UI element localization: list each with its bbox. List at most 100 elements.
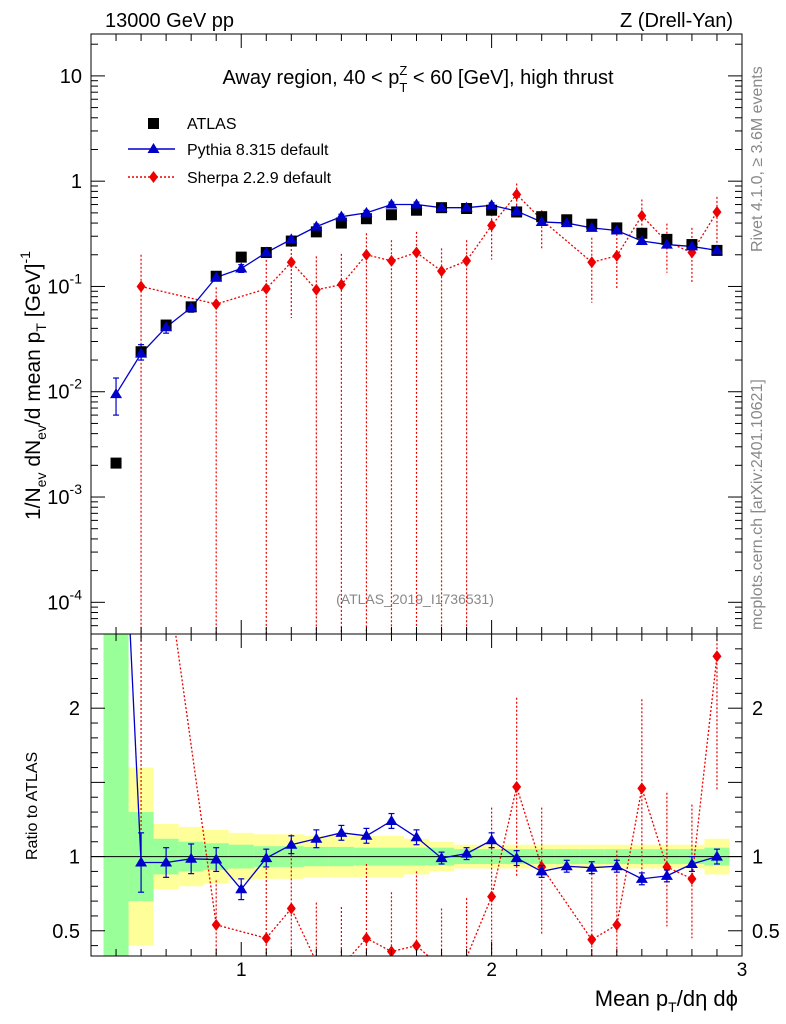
atlas-point	[636, 227, 648, 239]
pythia-ratio-point	[535, 865, 548, 876]
pythia-point	[110, 388, 123, 399]
sherpa-point	[211, 298, 221, 311]
pythia-point	[385, 198, 398, 209]
pythia-ratio-point	[335, 826, 348, 837]
x-tick-label: 1	[236, 960, 247, 981]
analysis-watermark: (ATLAS_2019_I1736531)	[336, 591, 494, 607]
pythia-point	[610, 224, 623, 235]
main-y-axis-label: 1/Nev dNev/d mean pT [GeV]-1	[17, 251, 49, 520]
sherpa-ratio-line	[174, 634, 718, 956]
pythia-point	[335, 210, 348, 221]
sherpa-ratio-point	[687, 872, 697, 885]
pythia-point	[210, 271, 223, 282]
pythia-ratio-point	[635, 872, 648, 883]
atlas-point	[360, 213, 372, 225]
sherpa-point	[361, 248, 371, 261]
x-tick-label: 3	[737, 960, 748, 981]
x-tick-label: 2	[486, 960, 497, 981]
pythia-ratio-point	[685, 858, 698, 868]
pythia-point	[410, 198, 423, 209]
atlas-point	[310, 226, 322, 238]
sherpa-ratio-point	[286, 902, 296, 915]
sherpa-point	[311, 283, 321, 296]
pythia-ratio-point	[360, 829, 373, 840]
y-tick-label: 1	[71, 171, 82, 193]
ratio-band-green	[103, 634, 129, 956]
y-tick-label: 10-4	[47, 586, 82, 614]
ratio-y-tick-label-right: 1	[752, 847, 763, 869]
pythia-ratio-point	[510, 852, 523, 863]
ratio-y-tick-label: 0.5	[52, 921, 80, 943]
sherpa-point	[637, 209, 647, 222]
y-tick-label: 10-2	[47, 376, 82, 404]
x-axis-label: Mean pT/dη dϕ	[595, 986, 738, 1015]
pythia-ratio-point	[310, 832, 323, 843]
pythia-ratio-point	[435, 852, 448, 863]
legend-atlas-marker	[148, 118, 159, 129]
atlas-point	[486, 204, 498, 216]
pythia-point	[310, 220, 323, 231]
atlas-point	[335, 217, 347, 229]
sherpa-ratio-point	[487, 890, 497, 903]
pythia-ratio-point	[285, 838, 298, 849]
pythia-ratio-point	[260, 852, 273, 863]
pythia-ratio-point	[160, 856, 173, 867]
sherpa-point	[336, 278, 346, 291]
pythia-ratio-point	[185, 852, 198, 863]
sherpa-ratio-point	[211, 918, 221, 931]
sherpa-point	[412, 246, 421, 259]
atlas-point	[110, 457, 122, 469]
ratio-y-tick-label-right: 2	[752, 698, 763, 720]
legend-pythia-label: Pythia 8.315 default	[187, 142, 329, 159]
sherpa-point	[437, 265, 447, 278]
ratio-y-tick-label: 1	[69, 847, 80, 869]
ratio-y-axis-label: Ratio to ATLAS	[24, 752, 41, 860]
sherpa-ratio-point	[361, 932, 371, 945]
pythia-ratio-point	[135, 856, 148, 867]
sherpa-ratio-point	[612, 918, 622, 931]
pythia-point	[560, 217, 573, 228]
pythia-point	[185, 301, 198, 312]
pythia-ratio-point	[410, 831, 423, 842]
pythia-point	[485, 199, 498, 210]
pythia-ratio-point	[460, 847, 473, 858]
pythia-ratio-point	[385, 814, 398, 825]
pythia-point	[360, 206, 373, 217]
sherpa-ratio-point	[512, 780, 522, 793]
atlas-point	[385, 209, 397, 221]
sherpa-point	[587, 256, 597, 269]
y-tick-label: 10-1	[47, 270, 82, 298]
atlas-point	[411, 204, 422, 216]
legend-pythia-marker	[147, 143, 160, 153]
legend-sherpa-label: Sherpa 2.2.9 default	[187, 170, 332, 187]
header-right-label: Z (Drell-Yan)	[620, 10, 733, 32]
pythia-point	[260, 246, 273, 257]
pythia-ratio-point	[210, 853, 223, 864]
sherpa-point	[712, 205, 722, 218]
legend-atlas-label: ATLAS	[187, 116, 237, 133]
pythia-ratio-point	[710, 850, 723, 861]
pythia-point	[135, 347, 148, 358]
pythia-point	[510, 205, 523, 216]
pythia-point	[235, 262, 248, 273]
pythia-point	[685, 240, 698, 251]
sherpa-line	[140, 193, 718, 305]
pythia-point	[660, 238, 673, 249]
sherpa-point	[261, 282, 271, 295]
sherpa-ratio-point	[637, 782, 647, 795]
sherpa-ratio-point	[412, 939, 421, 952]
y-tick-label: 10-3	[47, 481, 82, 509]
pythia-ratio-point	[585, 861, 598, 872]
sherpa-ratio-point	[261, 932, 271, 945]
pythia-point	[585, 221, 598, 232]
pythia-ratio-point	[235, 883, 248, 894]
y-tick-label: 10	[60, 66, 82, 88]
sherpa-point	[612, 249, 622, 262]
mcplots-label: mcplots.cern.ch [arXiv:2401.10621]	[749, 379, 766, 630]
pythia-ratio-point	[485, 834, 498, 845]
legend-sherpa-marker	[149, 171, 158, 183]
pythia-point	[435, 201, 448, 212]
ratio-y-tick-label: 2	[69, 698, 80, 720]
sherpa-point	[487, 219, 497, 232]
